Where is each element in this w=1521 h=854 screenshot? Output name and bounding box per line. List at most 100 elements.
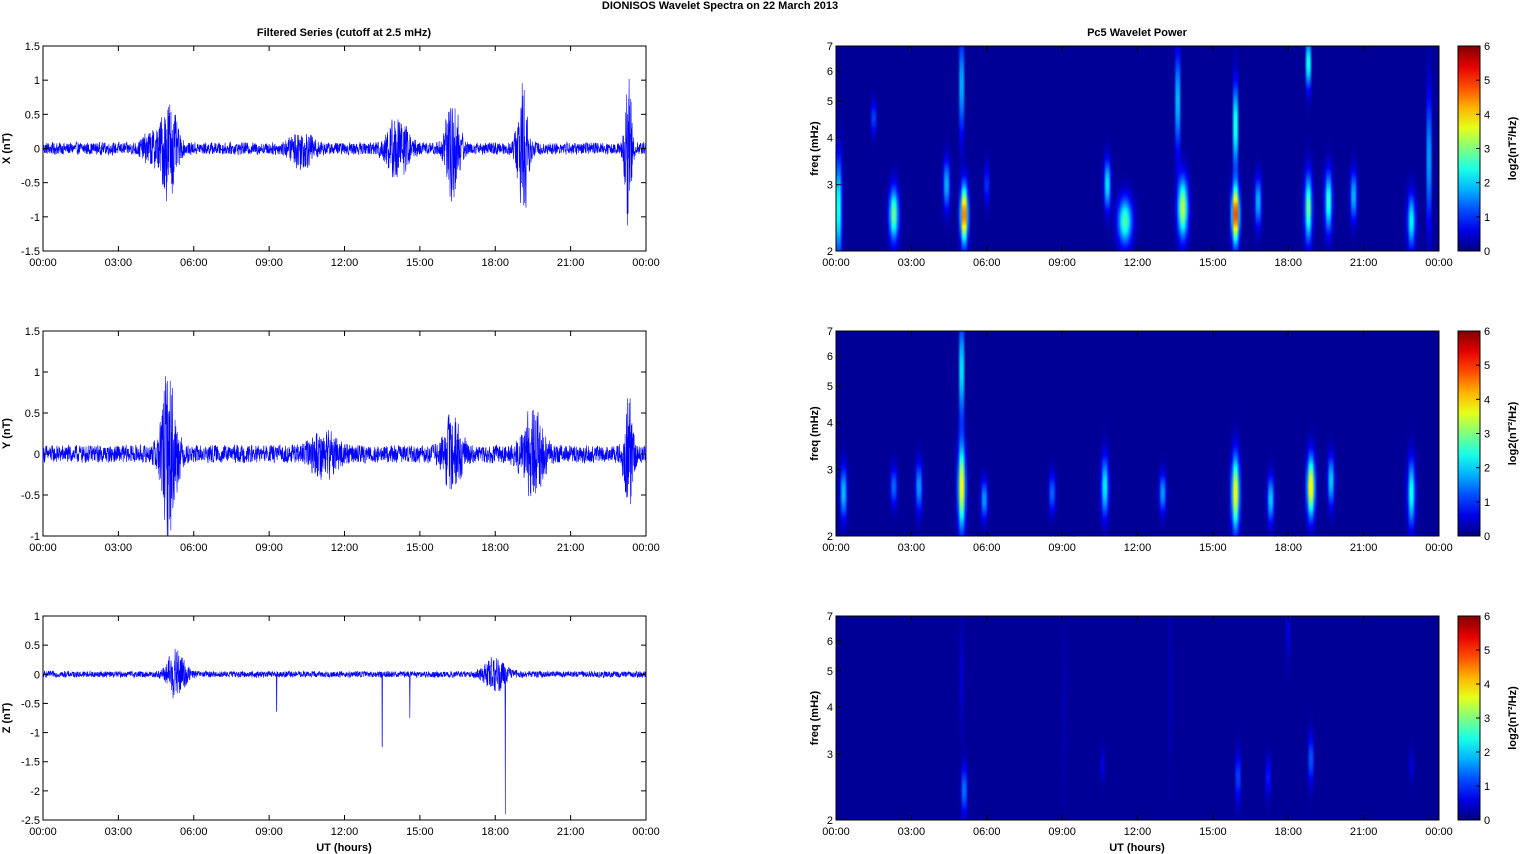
spectrum-x-xtick-label: 00:00 [822, 257, 850, 269]
spectrum-z-colorbar-tick-label: 6 [1484, 611, 1490, 623]
spectrum-x-ytick-label: 3 [827, 180, 833, 192]
x-axis-label-right: UT (hours) [1109, 842, 1165, 854]
spectrum-x-colorbar-tick-label: 2 [1484, 178, 1490, 190]
spectrum-y-colorbar-tick-label: 0 [1484, 531, 1490, 543]
spectrum-y-colorbar-tick-label: 1 [1484, 497, 1490, 509]
series-y-ytick-label: 0 [34, 449, 40, 461]
spectrum-z-xtick-label: 03:00 [898, 826, 926, 838]
spectrum-x-ytick-label: 6 [827, 66, 833, 78]
spectrum-y-ytick-label: 7 [827, 326, 833, 338]
spectrum-x-xtick-label: 18:00 [1274, 257, 1302, 269]
spectrum-y-colorbar-tick-label: 4 [1484, 394, 1490, 406]
series-z-xtick-label: 00:00 [632, 826, 660, 838]
series-z-ytick-label: 0.5 [25, 640, 40, 652]
series-z-ytick-label: -1.5 [21, 757, 40, 769]
spectrum-y-xtick-label: 18:00 [1274, 542, 1302, 554]
series-x-xtick-label: 00:00 [29, 257, 57, 269]
spectrum-z-xtick-label: 21:00 [1350, 826, 1378, 838]
series-y-ytick-label: 0.5 [25, 408, 40, 420]
spectrum-y-ytick-label: 6 [827, 351, 833, 363]
spectrum-x-colorbar-tick-label: 5 [1484, 75, 1490, 87]
spectrum-x-ytick-label: 4 [827, 133, 833, 145]
left-column-title: Filtered Series (cutoff at 2.5 mHz) [257, 27, 432, 39]
series-z-xtick-label: 09:00 [255, 826, 283, 838]
series-x-xtick-label: 15:00 [406, 257, 434, 269]
series-y-xtick-label: 18:00 [481, 542, 509, 554]
series-z-ytick-label: -0.5 [21, 698, 40, 710]
spectrum-y-ytick-label: 5 [827, 381, 833, 393]
series-y-xtick-label: 00:00 [29, 542, 57, 554]
spectrum-x-xtick-label: 03:00 [898, 257, 926, 269]
series-y-xtick-label: 21:00 [557, 542, 585, 554]
series-z-xtick-label: 06:00 [180, 826, 208, 838]
series-y-ytick-label: 1 [34, 367, 40, 379]
spectrum-y-xtick-label: 06:00 [973, 542, 1001, 554]
spectrum-y-heatmap [836, 331, 1439, 536]
series-x-line [42, 78, 647, 226]
spectrum-y-xtick-label: 00:00 [1425, 542, 1453, 554]
spectrum-x-xtick-label: 00:00 [1425, 257, 1453, 269]
spectrum-z-colorbar-tick-label: 2 [1484, 747, 1490, 759]
spectrum-y-ylabel: freq (mHz) [809, 406, 821, 461]
series-y-ylabel: Y (nT) [1, 418, 13, 449]
spectrum-x-colorbar-tick-label: 4 [1484, 109, 1490, 121]
spectrum-z-ylabel: freq (mHz) [809, 690, 821, 745]
spectrum-z-ytick-label: 6 [827, 636, 833, 648]
series-z-line [42, 648, 647, 815]
spectrum-y-colorbar-tick-label: 2 [1484, 463, 1490, 475]
spectrum-y-ytick-label: 4 [827, 418, 833, 430]
series-y-ytick-label: -0.5 [21, 490, 40, 502]
series-z-xtick-label: 00:00 [29, 826, 57, 838]
series-y-xtick-label: 03:00 [105, 542, 133, 554]
spectrum-z-xtick-label: 18:00 [1274, 826, 1302, 838]
spectrum-y-xtick-label: 21:00 [1350, 542, 1378, 554]
spectrum-x-colorbar-tick-label: 0 [1484, 246, 1490, 258]
spectrum-x-ylabel: freq (mHz) [809, 121, 821, 176]
spectrum-z-xtick-label: 12:00 [1124, 826, 1152, 838]
series-y-ytick-label: -1 [30, 531, 40, 543]
series-x-ytick-label: -0.5 [21, 178, 40, 190]
series-z-ytick-label: -2.5 [21, 815, 40, 827]
spectrum-x-heatmap [836, 46, 1439, 251]
spectrum-z-colorbar-tick-label: 1 [1484, 781, 1490, 793]
series-y-plot-area [42, 330, 647, 537]
spectrum-y-colorbar-label: log2(nT²/Hz) [1507, 401, 1519, 465]
series-x-ytick-label: 0 [34, 144, 40, 156]
spectrum-z-xtick-label: 15:00 [1199, 826, 1227, 838]
spectrum-z-colorbar-label: log2(nT²/Hz) [1507, 686, 1519, 750]
spectrum-z-xtick-label: 06:00 [973, 826, 1001, 838]
series-x-ytick-label: 1.5 [25, 41, 40, 53]
spectrum-x-xtick-label: 06:00 [973, 257, 1001, 269]
series-x-xtick-label: 18:00 [481, 257, 509, 269]
spectrum-z-xtick-label: 00:00 [822, 826, 850, 838]
panels: -1.5-1-0.500.511.500:00 03:00 06:00 09:00 12… [1, 41, 1519, 838]
series-y-ytick-label: 1.5 [25, 326, 40, 338]
spectrum-y-xtick-label: 12:00 [1124, 542, 1152, 554]
spectrum-x-ytick-label: 7 [827, 41, 833, 53]
series-z-xtick-label: 12:00 [331, 826, 359, 838]
series-y-line [42, 376, 647, 537]
spectrum-z-ytick-label: 2 [827, 815, 833, 827]
series-z-xtick-label: 21:00 [557, 826, 585, 838]
series-z-ytick-label: -2 [30, 786, 40, 798]
series-x-xtick-label: 03:00 [105, 257, 133, 269]
spectrum-z-ytick-label: 4 [827, 702, 833, 714]
series-y-xtick-label: 00:00 [632, 542, 660, 554]
spectrum-x-ytick-label: 5 [827, 96, 833, 108]
spectrum-z-xtick-label: 00:00 [1425, 826, 1453, 838]
spectrum-z-ytick-label: 5 [827, 666, 833, 678]
series-y-xtick-label: 15:00 [406, 542, 434, 554]
x-axis-label-left: UT (hours) [316, 842, 372, 854]
spectrum-x-colorbar-tick-label: 1 [1484, 212, 1490, 224]
series-z-ylabel: Z (nT) [1, 702, 13, 733]
series-x-ytick-label: -1.5 [21, 246, 40, 258]
series-z-xtick-label: 15:00 [406, 826, 434, 838]
spectrum-x-colorbar-label: log2(nT²/Hz) [1507, 116, 1519, 180]
spectrum-x-xtick-label: 15:00 [1199, 257, 1227, 269]
series-y-xtick-label: 06:00 [180, 542, 208, 554]
series-z-ytick-label: -1 [30, 728, 40, 740]
series-x-ylabel: X (nT) [1, 133, 13, 164]
spectrum-z-colorbar-tick-label: 0 [1484, 815, 1490, 827]
series-y-xtick-label: 09:00 [255, 542, 283, 554]
spectrum-y-colorbar-tick-label: 5 [1484, 360, 1490, 372]
